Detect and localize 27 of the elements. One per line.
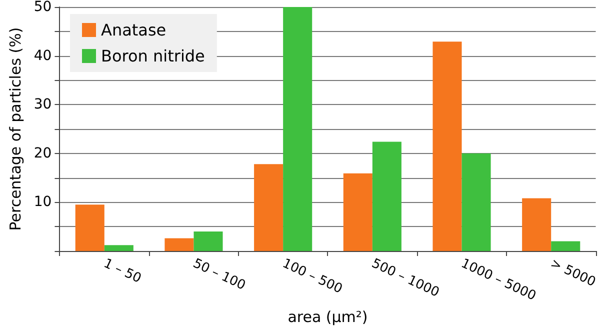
bar: [343, 173, 372, 251]
y-tick-label: 40: [34, 48, 52, 64]
x-tick-label: 500 – 1000: [369, 256, 442, 300]
bar: [551, 241, 580, 251]
x-tick-label: 1000 – 5000: [458, 256, 538, 304]
y-tick-label: 50: [34, 0, 52, 15]
x-tick-label: 1 – 50: [101, 256, 144, 287]
bar: [104, 245, 134, 251]
bar: [283, 7, 312, 251]
bar: [522, 198, 552, 251]
bar: [75, 204, 104, 251]
bar: [372, 142, 402, 251]
x-tick-label: > 5000: [548, 256, 598, 290]
x-tick-label: 100 – 500: [280, 256, 345, 298]
bar: [462, 153, 491, 251]
y-tick-label: 30: [34, 96, 52, 113]
y-tick-label: 10: [34, 194, 52, 210]
x-tick-label: 50 – 100: [190, 256, 248, 294]
legend-label: Anatase: [101, 20, 166, 40]
bar: [432, 42, 462, 251]
y-tick-label: 20: [34, 145, 52, 162]
legend-label: Boron nitride: [101, 46, 205, 66]
bar: [194, 231, 223, 251]
bar: [164, 238, 194, 251]
x-axis-title: area (µm²): [288, 308, 368, 326]
y-axis-title: Percentage of particles (%): [6, 27, 24, 231]
bar: [254, 164, 284, 251]
